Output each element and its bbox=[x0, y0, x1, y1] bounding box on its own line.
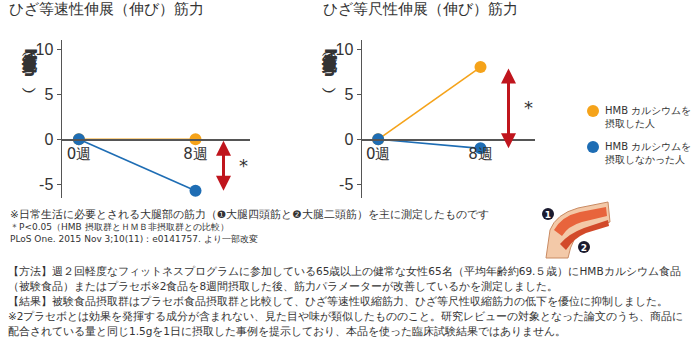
html-text:※2プラセボとは効果を発揮する成分が含まれない、見た目や味が: ※2プラセボとは効果を発揮する成分が含まれない、見た目や味が類似したもののこと。… bbox=[8, 310, 684, 337]
svg-text:-5: -5 bbox=[39, 176, 53, 193]
svg-text:0週: 0週 bbox=[67, 145, 92, 163]
html-text:PLoS One. 2015 Nov 3;10(11)：e0: PLoS One. 2015 Nov 3;10(11)：e0141757. より… bbox=[10, 234, 258, 244]
html-text:筋力変化量（Nm）: 筋力変化量（Nm） bbox=[321, 42, 339, 80]
svg-text:8週: 8週 bbox=[468, 145, 493, 163]
html-text:HMB カルシウムを摂取しなかった人: HMB カルシウムを摂取しなかった人 bbox=[605, 141, 692, 165]
svg-text:10: 10 bbox=[36, 41, 54, 58]
html-text:※日常生活に必要とされる大腿部の筋力（❶大腿四頭筋と❷大腿二: ※日常生活に必要とされる大腿部の筋力（❶大腿四頭筋と❷大腿二頭筋）を主に測定した… bbox=[10, 208, 489, 220]
svg-text:-5: -5 bbox=[339, 176, 353, 193]
svg-text:ひざ等尺性伸展（伸び）筋力: ひざ等尺性伸展（伸び）筋力 bbox=[323, 0, 518, 18]
svg-text:5: 5 bbox=[344, 86, 353, 103]
html-text:【結果】被験食品摂取群はプラセボ食品摂取群と比較して、ひざ等: 【結果】被験食品摂取群はプラセボ食品摂取群と比較して、ひざ等速性収縮筋力、ひざ等… bbox=[8, 295, 668, 307]
svg-text:8週: 8週 bbox=[183, 145, 208, 163]
html-text:【方法】週２回軽度なフィットネスプログラムに参加している65: 【方法】週２回軽度なフィットネスプログラムに参加している65歳以上の健常な女性6… bbox=[8, 265, 681, 292]
svg-text:10: 10 bbox=[336, 41, 354, 58]
svg-text:0週: 0週 bbox=[366, 145, 391, 163]
svg-text:*: * bbox=[524, 97, 533, 118]
svg-text:2: 2 bbox=[581, 243, 587, 253]
svg-text:5: 5 bbox=[44, 86, 53, 103]
svg-text:*: * bbox=[239, 155, 248, 176]
html-text:筋力変化量（Nm）: 筋力変化量（Nm） bbox=[21, 42, 39, 80]
svg-text:0: 0 bbox=[344, 131, 353, 148]
html-text:＊P<0.05（HMB 摂取群とＨＭＢ非摂取群との比較）: ＊P<0.05（HMB 摂取群とＨＭＢ非摂取群との比較） bbox=[10, 222, 229, 232]
svg-text:ひざ等速性伸展（伸び）筋力: ひざ等速性伸展（伸び）筋力 bbox=[9, 0, 204, 18]
svg-text:0: 0 bbox=[44, 131, 53, 148]
html-text:HMB カルシウムを摂取した人: HMB カルシウムを摂取した人 bbox=[605, 105, 692, 129]
svg-text:1: 1 bbox=[545, 210, 551, 220]
